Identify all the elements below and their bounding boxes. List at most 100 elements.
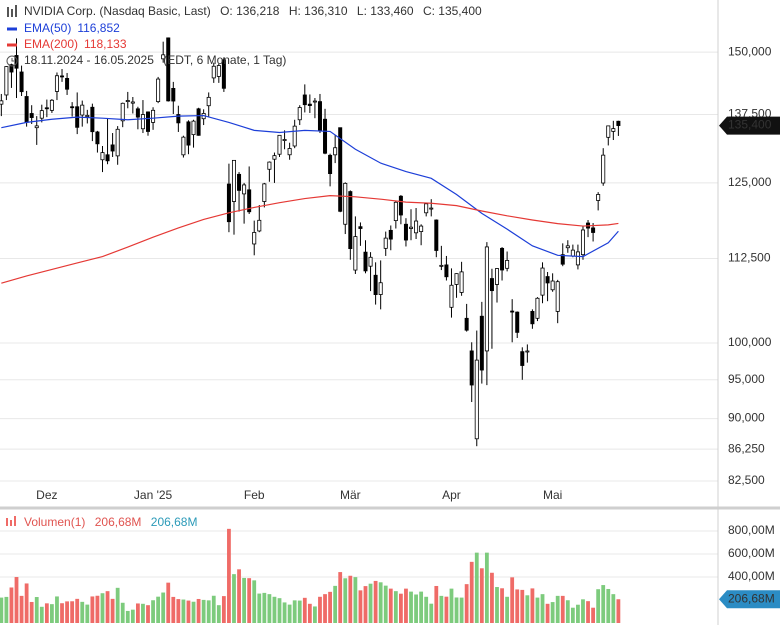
candle-body <box>231 159 236 202</box>
candle-body <box>333 147 338 156</box>
candle-body <box>151 109 156 123</box>
header-line: NVIDIA Corp. (Nasdaq Basic, Last) O: 136… <box>24 4 482 18</box>
candle-body <box>434 219 439 251</box>
volume-bar <box>333 585 338 623</box>
candle-body <box>110 144 115 152</box>
volume-bar <box>505 596 510 623</box>
y-tick-label: 95,000 <box>728 372 765 386</box>
candle-body <box>125 100 130 103</box>
volume-tag <box>719 590 780 609</box>
candle-body <box>363 251 368 272</box>
volume-value: 206,68M <box>151 515 198 529</box>
volume-bar <box>358 590 363 623</box>
candle-body <box>505 260 510 269</box>
volume-bar <box>191 601 196 623</box>
volume-bar <box>287 604 292 623</box>
candle-body <box>186 121 191 146</box>
legend-name: EMA(50) <box>24 21 71 35</box>
x-tick-label: Jan '25 <box>134 488 173 502</box>
candle-body <box>24 96 29 123</box>
candle-body <box>29 113 34 118</box>
volume-bar <box>520 589 525 623</box>
candle-body <box>252 232 257 245</box>
candle-body <box>565 245 570 249</box>
candle-body <box>19 71 24 93</box>
volume-bar <box>171 596 176 623</box>
volume-bar <box>19 595 24 623</box>
volume-bar <box>318 596 322 623</box>
candle-body <box>429 207 434 210</box>
candle-body <box>65 78 70 90</box>
volume-bar <box>343 578 348 623</box>
candle-body <box>211 65 216 79</box>
volume-bar <box>484 552 489 623</box>
volume-bar <box>161 592 166 623</box>
volume-bar <box>510 577 515 623</box>
legend-value: 118,133 <box>84 37 127 51</box>
candle-body <box>9 64 14 73</box>
volume-bar <box>429 603 434 623</box>
volume-bar <box>545 603 550 623</box>
volume-bar <box>368 583 373 623</box>
candle-body <box>449 284 454 308</box>
volume-bar <box>449 588 454 623</box>
header: NVIDIA Corp. (Nasdaq Basic, Last) O: 136… <box>6 4 482 529</box>
y-tick-label: 100,000 <box>728 335 772 349</box>
volume-bar <box>242 577 247 623</box>
candle-body <box>105 154 110 162</box>
volume-bar <box>490 572 494 623</box>
candle-body <box>570 249 575 257</box>
clock-icon <box>11 58 14 62</box>
volume-bar <box>540 594 545 623</box>
candle-body <box>545 276 550 284</box>
y-tick-label: 125,000 <box>728 175 772 189</box>
volume-bar <box>221 596 226 623</box>
volume-bar <box>196 598 201 623</box>
volume-bar <box>409 591 413 623</box>
candle-body <box>115 128 120 157</box>
candle-body <box>90 106 95 133</box>
candle-body <box>277 134 282 155</box>
candle-body <box>226 183 231 223</box>
volume-bar <box>166 582 171 623</box>
candle-body <box>550 280 555 291</box>
volume-bar <box>530 588 535 623</box>
candle-body <box>146 111 151 132</box>
range-label: 18.11.2024 - 16.05.2025 <box>24 53 154 67</box>
volume-bar <box>297 600 302 623</box>
volume-bar <box>323 594 327 623</box>
candle-body <box>328 154 333 175</box>
volume-bar <box>535 597 540 623</box>
volume-bar <box>95 595 100 623</box>
volume-bar <box>393 591 398 623</box>
volume-bar <box>4 596 9 623</box>
volume-bar <box>272 596 277 623</box>
candle-body <box>317 101 322 132</box>
candle-body <box>156 78 161 103</box>
volume-bar <box>24 583 29 623</box>
volume-bar <box>151 600 155 623</box>
candle-body <box>489 278 494 292</box>
legend-swatch <box>7 43 17 47</box>
candle-body <box>469 350 474 386</box>
candle-body <box>500 247 505 271</box>
candle-body <box>616 120 621 126</box>
volume-bar <box>439 595 444 623</box>
volume-bar <box>267 594 272 623</box>
candle-body <box>510 310 515 313</box>
volume-bar <box>135 603 140 623</box>
volume-bar <box>464 584 469 623</box>
candle-body <box>575 251 580 266</box>
x-tick-label: Mai <box>543 488 562 502</box>
candle-body <box>161 54 166 60</box>
ohlc-label: H: 136,310 <box>289 4 348 18</box>
candle-body <box>237 173 242 191</box>
candle-body <box>353 236 358 271</box>
volume-bar <box>90 596 95 623</box>
candle-body <box>171 88 176 102</box>
candle-body <box>262 183 267 202</box>
volume-bar <box>469 561 474 623</box>
volume-bar <box>141 603 145 623</box>
icon <box>7 7 9 17</box>
